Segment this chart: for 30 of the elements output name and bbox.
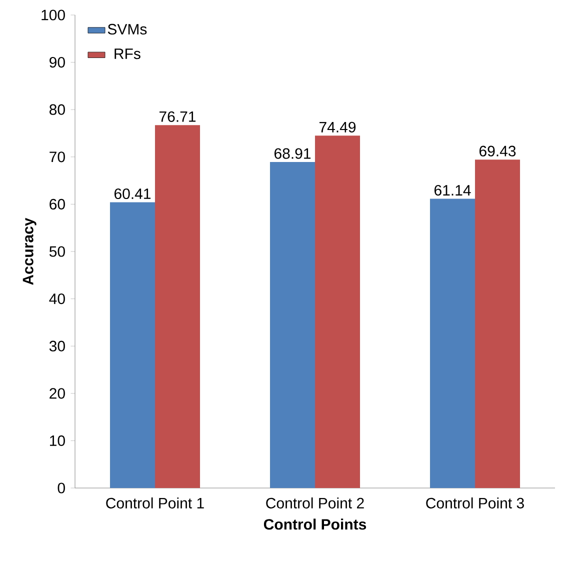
y-tick-label: 30 [49,340,65,352]
legend-label: SVMs [108,24,147,35]
y-tick-label: 70 [50,152,65,162]
y-tick-label: 80 [50,104,65,115]
legend-label: RFs [114,48,140,60]
data-label: 74.49 [320,122,356,132]
y-tick-label: 50 [49,246,65,257]
x-tick-label: Control Point 3 [426,497,524,508]
bar [475,160,520,488]
bar [270,162,316,488]
bar [315,136,360,488]
data-label: 68.91 [274,148,311,159]
y-tick-label: 90 [50,56,65,68]
x-tick-label: Control Point 1 [106,497,204,508]
data-label: 61.14 [434,184,471,196]
y-tick-label: 40 [49,293,65,304]
bar [430,198,476,488]
x-tick-label: Control Point 2 [266,497,364,508]
y-tick-label: 100 [42,10,65,20]
data-label: 76.71 [160,111,196,122]
y-tick-label: 20 [50,388,65,399]
y-tick-label: 60 [50,198,65,210]
bar [155,125,200,488]
data-label: 69.43 [480,146,516,156]
x-axis-title: Control Points [264,518,366,530]
bar [110,202,155,488]
data-label: 60.41 [114,188,151,200]
y-tick-label: 10 [50,435,65,446]
y-tick-label: 0 [58,482,65,494]
y-axis-title: Accuracy [22,218,36,285]
